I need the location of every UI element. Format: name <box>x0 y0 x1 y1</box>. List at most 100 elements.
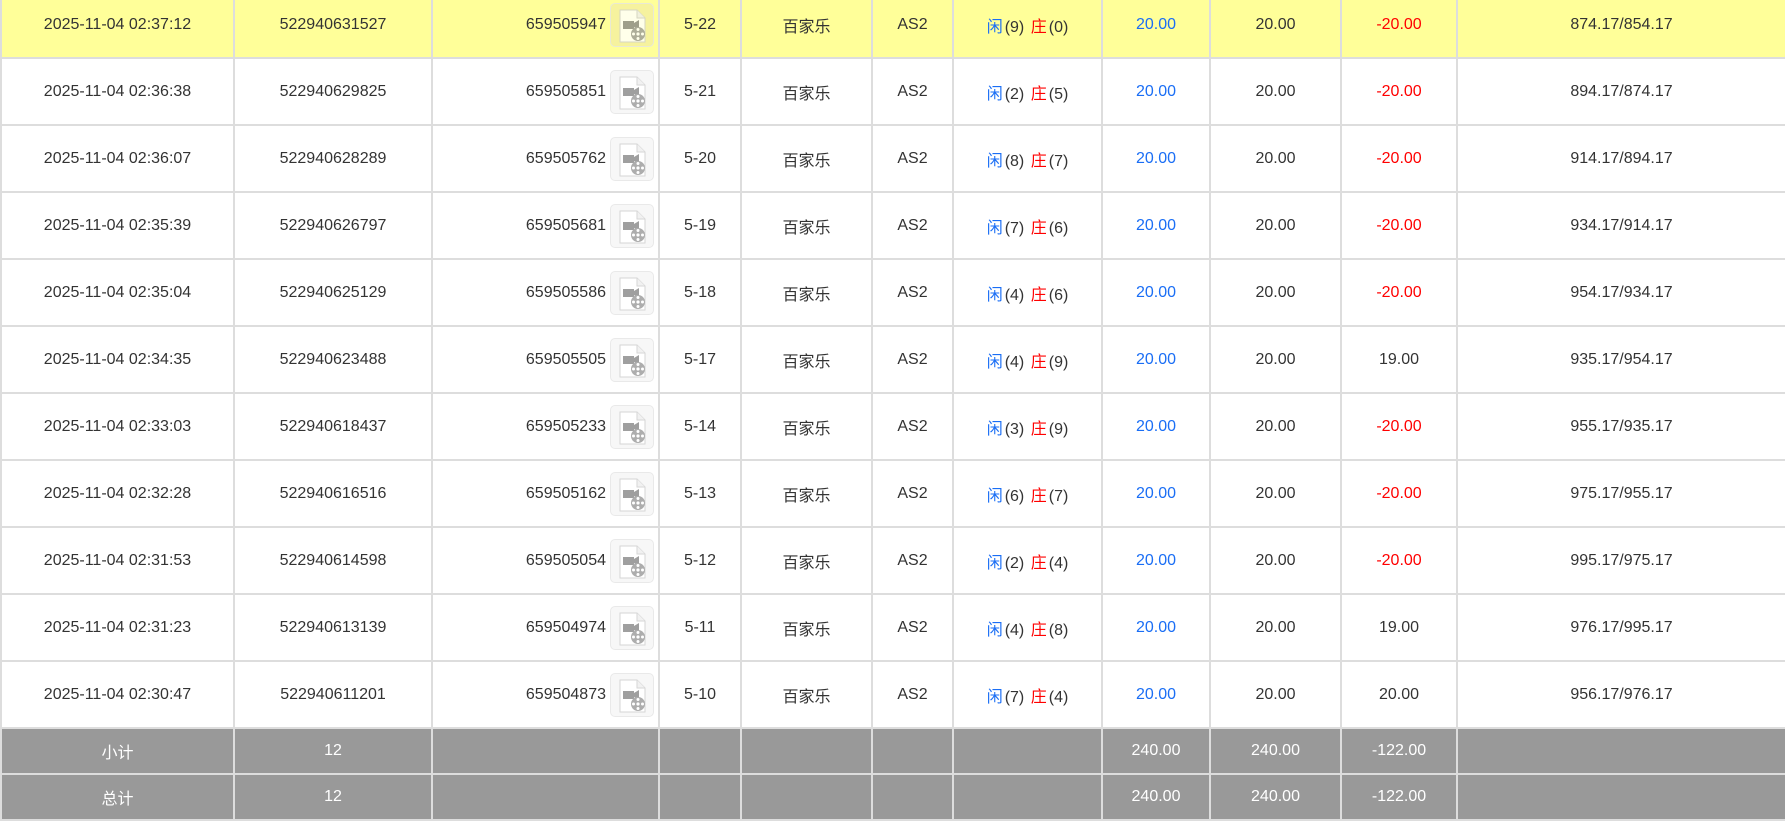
round-number: 659505681 <box>525 216 606 234</box>
table-row: 2025-11-04 02:36:38 522940629825 6595058… <box>0 57 1785 126</box>
game-name: 百家乐 <box>740 124 873 193</box>
player-points: (3) <box>1004 420 1025 438</box>
order-number: 522940628289 <box>233 124 433 193</box>
summary-valid: 240.00 <box>1209 727 1342 775</box>
video-replay-icon[interactable] <box>610 538 654 583</box>
player-label: 闲 <box>986 152 1003 170</box>
order-number: 522940618437 <box>233 392 433 461</box>
video-replay-icon[interactable] <box>610 672 654 717</box>
result: 闲 (6) 庄 (7) <box>952 459 1103 528</box>
video-replay-icon[interactable] <box>610 471 654 516</box>
banker-points: (5) <box>1048 85 1069 103</box>
round-number: 659505054 <box>525 551 606 569</box>
round-number: 659505762 <box>525 149 606 167</box>
banker-points: (9) <box>1048 420 1069 438</box>
round-number: 659505162 <box>525 484 606 502</box>
bet-amount: 20.00 <box>1101 0 1211 59</box>
banker-label: 庄 <box>1030 152 1047 170</box>
valid-bet: 20.00 <box>1209 258 1342 327</box>
win-loss: -20.00 <box>1340 191 1458 260</box>
game-name: 百家乐 <box>740 459 873 528</box>
game-name: 百家乐 <box>740 325 873 394</box>
shoe-number: 5-21 <box>658 57 742 126</box>
game-name: 百家乐 <box>740 392 873 461</box>
shoe-number: 5-19 <box>658 191 742 260</box>
balance-change: 954.17/934.17 <box>1456 258 1785 327</box>
banker-label: 庄 <box>1030 85 1047 103</box>
banker-label: 庄 <box>1030 487 1047 505</box>
video-replay-icon[interactable] <box>610 404 654 449</box>
video-replay-icon[interactable] <box>610 337 654 382</box>
player-points: (7) <box>1004 688 1025 706</box>
bet-amount: 20.00 <box>1101 191 1211 260</box>
bet-amount: 20.00 <box>1101 459 1211 528</box>
order-number: 522940623488 <box>233 325 433 394</box>
summary-row: 小计 12 240.00 240.00 -122.00 <box>0 727 1785 775</box>
shoe-number: 5-13 <box>658 459 742 528</box>
result: 闲 (4) 庄 (9) <box>952 325 1103 394</box>
game-name: 百家乐 <box>740 57 873 126</box>
win-loss: -20.00 <box>1340 526 1458 595</box>
valid-bet: 20.00 <box>1209 459 1342 528</box>
player-label: 闲 <box>986 487 1003 505</box>
video-replay-icon[interactable] <box>610 69 654 114</box>
bet-amount: 20.00 <box>1101 325 1211 394</box>
round-cell: 659505505 <box>431 325 660 394</box>
player-label: 闲 <box>986 286 1003 304</box>
result: 闲 (7) 庄 (6) <box>952 191 1103 260</box>
summary-label: 总计 <box>0 773 235 821</box>
banker-label: 庄 <box>1030 554 1047 572</box>
balance-change: 975.17/955.17 <box>1456 459 1785 528</box>
order-number: 522940613139 <box>233 593 433 662</box>
banker-label: 庄 <box>1030 286 1047 304</box>
round-cell: 659505762 <box>431 124 660 193</box>
balance-change: 955.17/935.17 <box>1456 392 1785 461</box>
player-points: (8) <box>1004 152 1025 170</box>
valid-bet: 20.00 <box>1209 593 1342 662</box>
balance-change: 976.17/995.17 <box>1456 593 1785 662</box>
banker-points: (0) <box>1048 18 1069 36</box>
round-cell: 659504974 <box>431 593 660 662</box>
player-label: 闲 <box>986 420 1003 438</box>
player-points: (2) <box>1004 85 1025 103</box>
round-number: 659505233 <box>525 417 606 435</box>
win-loss: -20.00 <box>1340 57 1458 126</box>
balance-change: 874.17/854.17 <box>1456 0 1785 59</box>
player-points: (7) <box>1004 219 1025 237</box>
player-points: (9) <box>1004 18 1025 36</box>
round-cell: 659505586 <box>431 258 660 327</box>
player-points: (4) <box>1004 286 1025 304</box>
valid-bet: 20.00 <box>1209 392 1342 461</box>
balance-change: 914.17/894.17 <box>1456 124 1785 193</box>
win-loss: 19.00 <box>1340 325 1458 394</box>
win-loss: -20.00 <box>1340 0 1458 59</box>
video-replay-icon[interactable] <box>610 203 654 248</box>
round-number: 659505947 <box>525 15 606 33</box>
banker-points: (9) <box>1048 353 1069 371</box>
game-name: 百家乐 <box>740 660 873 729</box>
player-label: 闲 <box>986 353 1003 371</box>
summary-row: 总计 12 240.00 240.00 -122.00 <box>0 773 1785 821</box>
video-replay-icon[interactable] <box>610 136 654 181</box>
table-row: 2025-11-04 02:30:47 522940611201 6595048… <box>0 660 1785 729</box>
banker-label: 庄 <box>1030 353 1047 371</box>
table-name: AS2 <box>871 124 954 193</box>
bet-amount: 20.00 <box>1101 660 1211 729</box>
player-label: 闲 <box>986 219 1003 237</box>
order-number: 522940611201 <box>233 660 433 729</box>
player-points: (6) <box>1004 487 1025 505</box>
result: 闲 (3) 庄 (9) <box>952 392 1103 461</box>
video-replay-icon[interactable] <box>610 2 654 47</box>
valid-bet: 20.00 <box>1209 660 1342 729</box>
player-label: 闲 <box>986 85 1003 103</box>
bet-time: 2025-11-04 02:35:39 <box>0 191 235 260</box>
bet-time: 2025-11-04 02:34:35 <box>0 325 235 394</box>
video-replay-icon[interactable] <box>610 605 654 650</box>
banker-points: (8) <box>1048 621 1069 639</box>
table-row: 2025-11-04 02:35:39 522940626797 6595056… <box>0 191 1785 260</box>
video-replay-icon[interactable] <box>610 270 654 315</box>
balance-change: 995.17/975.17 <box>1456 526 1785 595</box>
win-loss: -20.00 <box>1340 459 1458 528</box>
player-points: (4) <box>1004 353 1025 371</box>
